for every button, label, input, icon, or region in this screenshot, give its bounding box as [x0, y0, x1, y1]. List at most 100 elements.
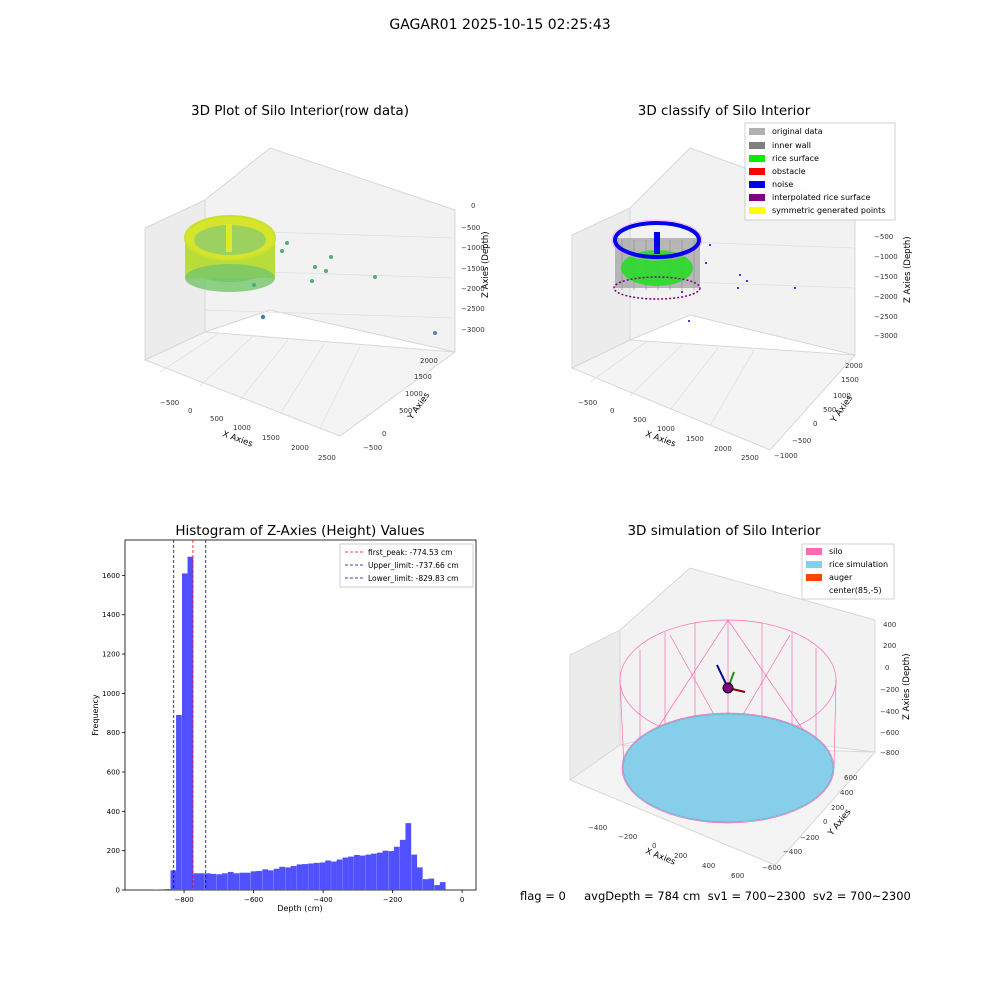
classify-z-tick: −500 — [874, 233, 893, 241]
histogram-bars — [153, 556, 446, 890]
histogram-bar — [262, 869, 269, 890]
x-tick-label: −200 — [383, 896, 402, 904]
sim-y-tick: −200 — [800, 834, 819, 842]
histogram-bar — [256, 870, 263, 890]
sim-z-tick: −200 — [880, 686, 899, 694]
raw-x-tick: 1000 — [233, 424, 251, 432]
raw-3d-plot: −500 0 500 1000 1500 2000 2500 −500 0 50… — [143, 147, 491, 462]
sim-x-tick: −400 — [588, 824, 607, 832]
histogram-x-ticks: −800 −600 −400 −200 0 — [174, 890, 464, 904]
histogram-x-axis-label: Depth (cm) — [277, 904, 322, 913]
legend-label: first_peak: -774.53 cm — [368, 548, 452, 557]
histogram-bar — [267, 870, 274, 890]
histogram-bar — [434, 885, 441, 890]
histogram-bar — [244, 872, 251, 890]
y-tick-label: 1400 — [102, 611, 120, 619]
histogram-bar — [393, 846, 400, 890]
histogram-bar — [336, 859, 343, 890]
classify-x-tick: 2500 — [741, 454, 759, 462]
sim-y-tick: −400 — [783, 848, 802, 856]
histogram-bar — [342, 857, 349, 890]
sim-z-tick: 200 — [883, 642, 896, 650]
histogram-bar — [416, 867, 423, 890]
histogram-bar — [250, 871, 257, 890]
simulation-3d-plot: silo rice simulation auger center(85,-5)… — [568, 543, 912, 880]
histogram-bar — [221, 873, 228, 890]
histogram-bar — [325, 860, 331, 890]
classify-z-axis-label: Z Axies (Depth) — [903, 236, 913, 303]
raw-y-tick: 0 — [382, 430, 386, 438]
raw-z-tick: −2500 — [461, 305, 485, 313]
classify-z-tick: −3000 — [874, 332, 898, 340]
legend-swatch — [749, 168, 765, 175]
legend-label: noise — [772, 180, 793, 189]
raw-x-tick: 2000 — [291, 444, 309, 452]
histogram-bar — [239, 872, 246, 890]
classify-y-tick: 1000 — [833, 392, 851, 400]
sim-x-tick: 600 — [731, 872, 744, 880]
histogram-title: Histogram of Z-Axies (Height) Values — [175, 523, 425, 539]
raw-x-tick: 500 — [210, 415, 223, 423]
raw-z-tick: −1500 — [461, 265, 485, 273]
raw-z-tick: −2000 — [461, 285, 485, 293]
sim-y-tick: −600 — [762, 864, 781, 872]
histogram-bar — [428, 878, 435, 890]
histogram-bar — [273, 868, 280, 890]
classify-x-tick: 1000 — [657, 425, 675, 433]
histogram-bar — [302, 864, 308, 890]
y-tick-label: 0 — [116, 887, 120, 895]
histogram-bar — [359, 855, 366, 890]
histogram-bar — [279, 866, 286, 890]
y-tick-label: 1600 — [102, 572, 120, 580]
legend-label: silo — [829, 547, 843, 556]
y-tick-label: 400 — [107, 808, 120, 816]
sim-x-tick: 0 — [652, 842, 656, 850]
sim-y-tick: 200 — [831, 804, 844, 812]
raw-y-tick: 1000 — [405, 390, 423, 398]
histogram-bar — [354, 855, 360, 890]
classify-y-tick: 0 — [813, 420, 817, 428]
histogram-bar — [399, 839, 406, 890]
histogram-y-axis-label: Frequency — [91, 694, 100, 736]
histogram-bar — [422, 879, 429, 890]
histogram-bar — [319, 862, 326, 890]
histogram-threshold-lines — [173, 540, 207, 890]
legend-swatch — [749, 142, 765, 149]
classify-x-tick: 2000 — [714, 445, 732, 453]
raw-rice-ring — [184, 215, 276, 292]
y-tick-label: 600 — [107, 769, 120, 777]
x-tick-label: 0 — [460, 896, 464, 904]
raw-x-tick: 1500 — [262, 434, 280, 442]
legend-label: Upper_limit: -737.66 cm — [368, 561, 459, 570]
classify-x-tick: 500 — [633, 416, 646, 424]
simulation-plot-title: 3D simulation of Silo Interior — [627, 523, 821, 539]
classify-z-tick: −2500 — [874, 313, 898, 321]
rice-simulation-surface — [622, 713, 834, 823]
classify-points — [611, 219, 796, 322]
histogram-bar — [348, 856, 354, 890]
legend-swatch — [749, 155, 765, 162]
raw-z-tick: −3000 — [461, 326, 485, 334]
histogram-bar — [176, 715, 182, 890]
raw-x-axis-label: X Axies — [221, 429, 254, 449]
x-tick-label: −800 — [174, 896, 193, 904]
simulation-legend: silo rice simulation auger center(85,-5) — [801, 543, 895, 600]
legend-label: obstacle — [772, 167, 806, 176]
classify-x-tick: −500 — [578, 399, 597, 407]
raw-3d-panes — [143, 147, 457, 437]
classify-y-tick: 1500 — [841, 376, 859, 384]
histogram-bar — [365, 854, 372, 890]
x-tick-label: −600 — [244, 896, 263, 904]
raw-x-tick: −500 — [160, 399, 179, 407]
legend-swatch — [749, 128, 765, 135]
sim-y-tick: 0 — [823, 818, 827, 826]
classify-3d-plot: original data inner wall rice surface ob… — [570, 122, 913, 462]
legend-label: rice surface — [772, 154, 819, 163]
raw-x-tick: 0 — [188, 407, 192, 415]
legend-swatch — [806, 574, 822, 581]
sim-z-tick: −400 — [880, 708, 899, 716]
raw-z-tick: −500 — [461, 224, 480, 232]
legend-label: Lower_limit: -829.83 cm — [368, 574, 458, 583]
raw-y-tick: 2000 — [420, 357, 438, 365]
classify-z-tick: −1500 — [874, 273, 898, 281]
